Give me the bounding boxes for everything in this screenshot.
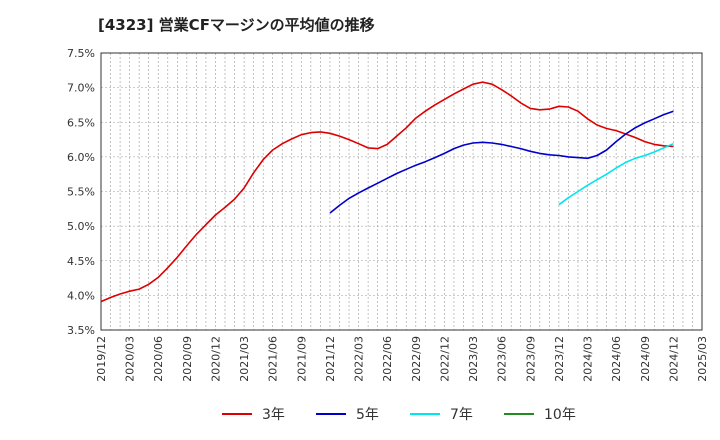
y-axis: 3.5% 4.0% 4.5% 5.0% 5.5% 6.0% 6.5% 7.0% 7.5% [67,47,95,337]
x-tick-label: 2022/03 [353,336,366,382]
x-tick-label: 2019/12 [95,336,108,382]
series-line-5年 [329,110,674,214]
legend-label: 10年 [544,407,576,423]
grid [101,52,702,331]
x-tick-label: 2020/12 [209,336,222,382]
x-tick-label: 2020/09 [181,336,194,382]
plot-frame [100,52,703,331]
x-tick-label: 2021/12 [324,336,337,382]
y-tick-label: 7.0% [67,82,95,95]
series-line-3年 [100,81,674,303]
legend: 3年 5年 7年 10年 [222,407,576,423]
x-tick-label: 2023/03 [467,336,480,382]
series-line-7年 [558,142,674,206]
legend-label: 5年 [356,407,379,423]
x-tick-label: 2024/03 [582,336,595,382]
x-tick-label: 2023/09 [524,336,537,382]
y-tick-label: 6.0% [67,151,95,164]
chart-title: [4323] 営業CFマージンの平均値の推移 [98,16,375,34]
x-tick-label: 2021/06 [267,336,280,382]
y-tick-label: 5.0% [67,220,95,233]
x-tick-label: 2023/06 [496,336,509,382]
x-tick-label: 2023/12 [553,336,566,382]
x-tick-label: 2021/03 [238,336,251,382]
x-tick-label: 2024/12 [667,336,680,382]
x-tick-label: 2020/06 [152,336,165,382]
x-tick-label: 2021/09 [295,336,308,382]
x-axis: 2019/12 2020/03 2020/06 2020/09 2020/12 2021/… [95,336,709,382]
y-tick-label: 7.5% [67,47,95,60]
x-tick-label: 2024/06 [610,336,623,382]
y-tick-label: 4.5% [67,255,95,268]
y-tick-label: 4.0% [67,289,95,302]
x-tick-label: 2022/12 [438,336,451,382]
y-tick-label: 3.5% [67,324,95,337]
legend-label: 7年 [450,407,473,423]
y-tick-label: 5.5% [67,186,95,199]
x-tick-label: 2022/06 [381,336,394,382]
series-lines [100,81,674,303]
x-tick-label: 2024/09 [639,336,652,382]
x-tick-label: 2025/03 [696,336,709,382]
x-tick-label: 2020/03 [124,336,137,382]
y-tick-label: 6.5% [67,116,95,129]
legend-label: 3年 [262,407,285,423]
x-tick-label: 2022/09 [410,336,423,382]
